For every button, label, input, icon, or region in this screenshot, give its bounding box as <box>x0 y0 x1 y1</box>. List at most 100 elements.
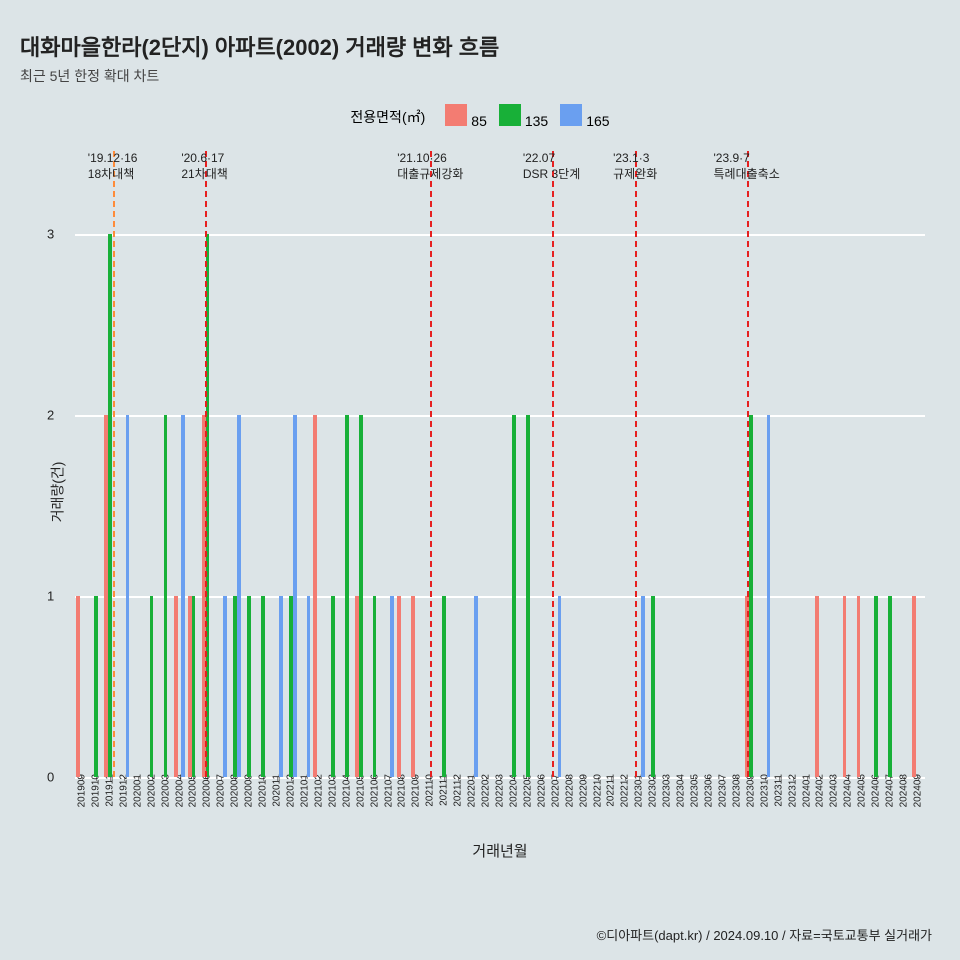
bar <box>247 596 251 777</box>
bar <box>331 596 335 777</box>
y-tick-label: 0 <box>47 770 54 785</box>
chart-area: 거래량(건) 거래년월 0123201909201910201911201912… <box>20 147 940 867</box>
policy-label-line: '20.6·17 <box>181 151 227 167</box>
y-tick-label: 1 <box>47 589 54 604</box>
bar <box>512 415 516 777</box>
x-tick-label: 202305 <box>690 774 701 807</box>
bar <box>126 415 130 777</box>
policy-label: '19.12·1618차대책 <box>88 151 138 182</box>
bar <box>474 596 478 777</box>
policy-label-line: DSR 3단계 <box>523 167 580 183</box>
x-tick-label: 202101 <box>299 774 310 807</box>
bar <box>164 415 168 777</box>
bar <box>888 596 892 777</box>
x-tick-label: 202104 <box>341 774 352 807</box>
x-tick-label: 202310 <box>759 774 770 807</box>
bar <box>442 596 446 777</box>
x-tick-label: 202308 <box>731 774 742 807</box>
x-tick-label: 202105 <box>355 774 366 807</box>
grid-line <box>75 234 925 236</box>
x-tick-label: 202108 <box>397 774 408 807</box>
bar <box>279 596 283 777</box>
x-tick-label: 202003 <box>160 774 171 807</box>
policy-label: '23.1·3규제완화 <box>613 151 657 182</box>
bar <box>815 596 819 777</box>
x-tick-label: 202207 <box>550 774 561 807</box>
x-tick-label: 202405 <box>857 774 868 807</box>
x-tick-label: 202302 <box>648 774 659 807</box>
chart-title: 대화마을한라(2단지) 아파트(2002) 거래량 변화 흐름 <box>20 30 940 62</box>
policy-label-line: '21.10·26 <box>397 151 463 167</box>
policy-line <box>747 151 749 777</box>
legend-swatch <box>445 104 467 126</box>
bar <box>651 596 655 777</box>
x-tick-label: 202203 <box>495 774 506 807</box>
x-tick-label: 202106 <box>369 774 380 807</box>
x-tick-label: 202306 <box>704 774 715 807</box>
x-tick-label: 202212 <box>620 774 631 807</box>
x-tick-label: 202311 <box>773 774 784 807</box>
bar <box>749 415 753 777</box>
x-tick-label: 201910 <box>90 774 101 807</box>
x-tick-label: 201909 <box>76 774 87 807</box>
credit-line: ©디아파트(dapt.kr) / 2024.09.10 / 자료=국토교통부 실… <box>597 925 932 944</box>
x-tick-label: 202001 <box>132 774 143 807</box>
bar <box>526 415 530 777</box>
bar <box>411 596 415 777</box>
bar <box>390 596 394 777</box>
bar <box>843 596 847 777</box>
bar <box>767 415 771 777</box>
x-tick-label: 202409 <box>913 774 924 807</box>
x-tick-label: 202006 <box>202 774 213 807</box>
legend-swatch <box>499 104 521 126</box>
x-tick-label: 202312 <box>787 774 798 807</box>
x-tick-label: 202404 <box>843 774 854 807</box>
x-tick-label: 202205 <box>522 774 533 807</box>
bar <box>181 415 185 777</box>
y-tick-label: 3 <box>47 227 54 242</box>
x-tick-label: 201912 <box>118 774 129 807</box>
bar <box>76 596 80 777</box>
bar <box>373 596 377 777</box>
bar <box>912 596 916 777</box>
x-tick-label: 202208 <box>564 774 575 807</box>
x-tick-label: 202007 <box>216 774 227 807</box>
x-tick-label: 202210 <box>592 774 603 807</box>
plot-area: 거래량(건) 거래년월 0123201909201910201911201912… <box>75 207 925 777</box>
bar <box>223 596 227 777</box>
x-tick-label: 202406 <box>871 774 882 807</box>
policy-label: '21.10·26대출규제강화 <box>397 151 463 182</box>
x-tick-label: 202112 <box>453 774 464 807</box>
x-tick-label: 202403 <box>829 774 840 807</box>
policy-label: '22.07DSR 3단계 <box>523 151 580 182</box>
x-tick-label: 202301 <box>634 774 645 807</box>
policy-line <box>430 151 432 777</box>
x-tick-label: 202307 <box>717 774 728 807</box>
x-tick-label: 202103 <box>327 774 338 807</box>
x-tick-label: 201911 <box>104 774 115 807</box>
policy-label: '23.9·7특례대출축소 <box>714 151 780 182</box>
x-tick-label: 202201 <box>467 774 478 807</box>
bar <box>174 596 178 777</box>
x-tick-label: 202011 <box>272 774 283 807</box>
x-tick-label: 202209 <box>578 774 589 807</box>
bar <box>307 596 311 777</box>
policy-label-line: '23.1·3 <box>613 151 657 167</box>
x-tick-label: 202004 <box>174 774 185 807</box>
policy-line <box>205 151 207 777</box>
x-tick-label: 202008 <box>230 774 241 807</box>
x-tick-label: 202110 <box>425 774 436 807</box>
x-tick-label: 202010 <box>258 774 269 807</box>
x-tick-label: 202111 <box>439 774 450 806</box>
legend-label: 전용면적(㎡) <box>350 107 425 127</box>
x-tick-label: 202401 <box>801 774 812 807</box>
bar <box>345 415 349 777</box>
bar <box>857 596 861 777</box>
bar <box>94 596 98 777</box>
x-tick-label: 202303 <box>662 774 673 807</box>
policy-line <box>635 151 637 777</box>
policy-line <box>552 151 554 777</box>
x-tick-label: 202009 <box>244 774 255 807</box>
legend-items: 85135165 <box>433 104 609 129</box>
policy-label-line: '22.07 <box>523 151 580 167</box>
